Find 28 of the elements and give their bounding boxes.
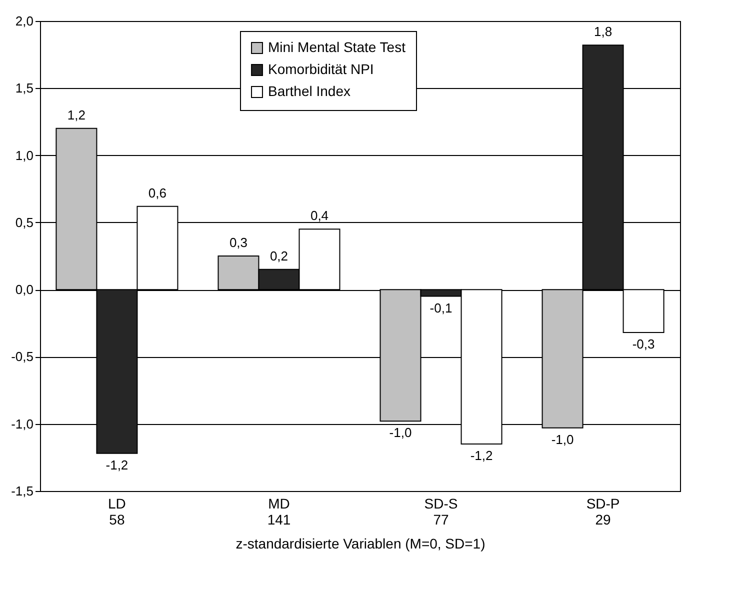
data-label: 0,2 [270,248,288,264]
y-tick-label: -1,5 [11,484,34,498]
data-label: -1,2 [106,457,128,472]
data-label: 0,4 [310,208,329,224]
data-label: 0,3 [229,235,248,250]
data-label: -0,1 [430,300,452,316]
data-label: -1,0 [389,425,412,440]
data-label: -1,2 [470,448,493,463]
y-tick-label: 1,0 [15,148,34,163]
legend-label: Barthel Index [268,83,350,99]
data-label: -0,3 [632,336,655,352]
y-tick-label: 0,0 [15,282,34,298]
y-tick-label: -0,5 [11,349,34,364]
legend-label: Komorbidität NPI [268,61,374,77]
x-tick-label: SD-S 77 [424,496,458,528]
y-tick-label: 0,5 [15,214,34,230]
y-tick-label: -1,0 [11,416,34,432]
x-tick-label: SD-P 29 [586,496,620,528]
x-tick-label: MD 141 [267,496,291,528]
x-axis-title: z-standardisierte Variablen (M=0, SD=1) [236,536,486,552]
data-label: 1,8 [594,24,612,40]
legend-label: Mini Mental State Test [268,39,406,55]
x-tick-label: LD 58 [108,496,126,528]
y-tick-label: 1,5 [15,80,34,96]
data-label: 1,2 [67,107,86,122]
data-label: 0,6 [148,185,167,200]
y-tick-label: 2,0 [15,14,34,28]
data-label: -1,0 [551,432,574,447]
